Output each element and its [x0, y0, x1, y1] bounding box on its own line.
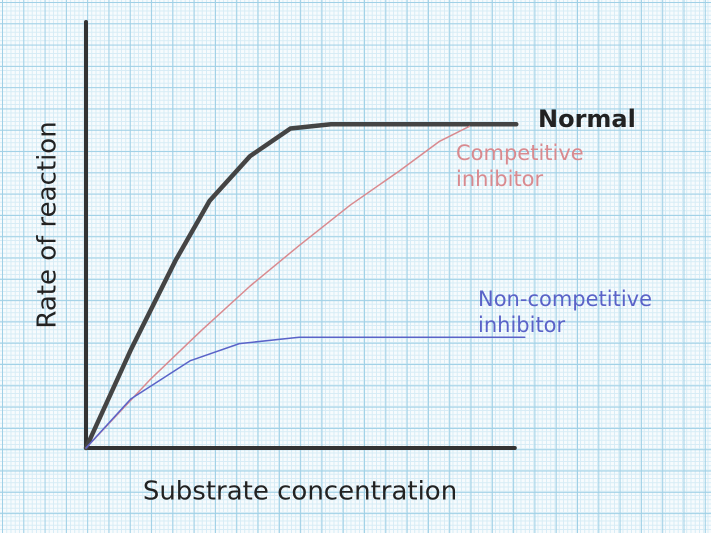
series-label-box: Normal	[538, 106, 636, 133]
series-label: Non-competitive inhibitor	[478, 287, 653, 337]
series-label-box: Non-competitive inhibitor	[478, 287, 653, 337]
series-label-box: Competitive inhibitor	[456, 141, 584, 191]
series-label: Normal	[538, 106, 636, 133]
x-axis-label: Substrate concentration	[143, 477, 457, 507]
series-label: Competitive inhibitor	[456, 141, 584, 191]
y-axis-label: Rate of reaction	[33, 121, 63, 328]
series-line	[85, 336, 526, 449]
series-line	[83, 121, 519, 451]
series-line	[85, 125, 471, 449]
